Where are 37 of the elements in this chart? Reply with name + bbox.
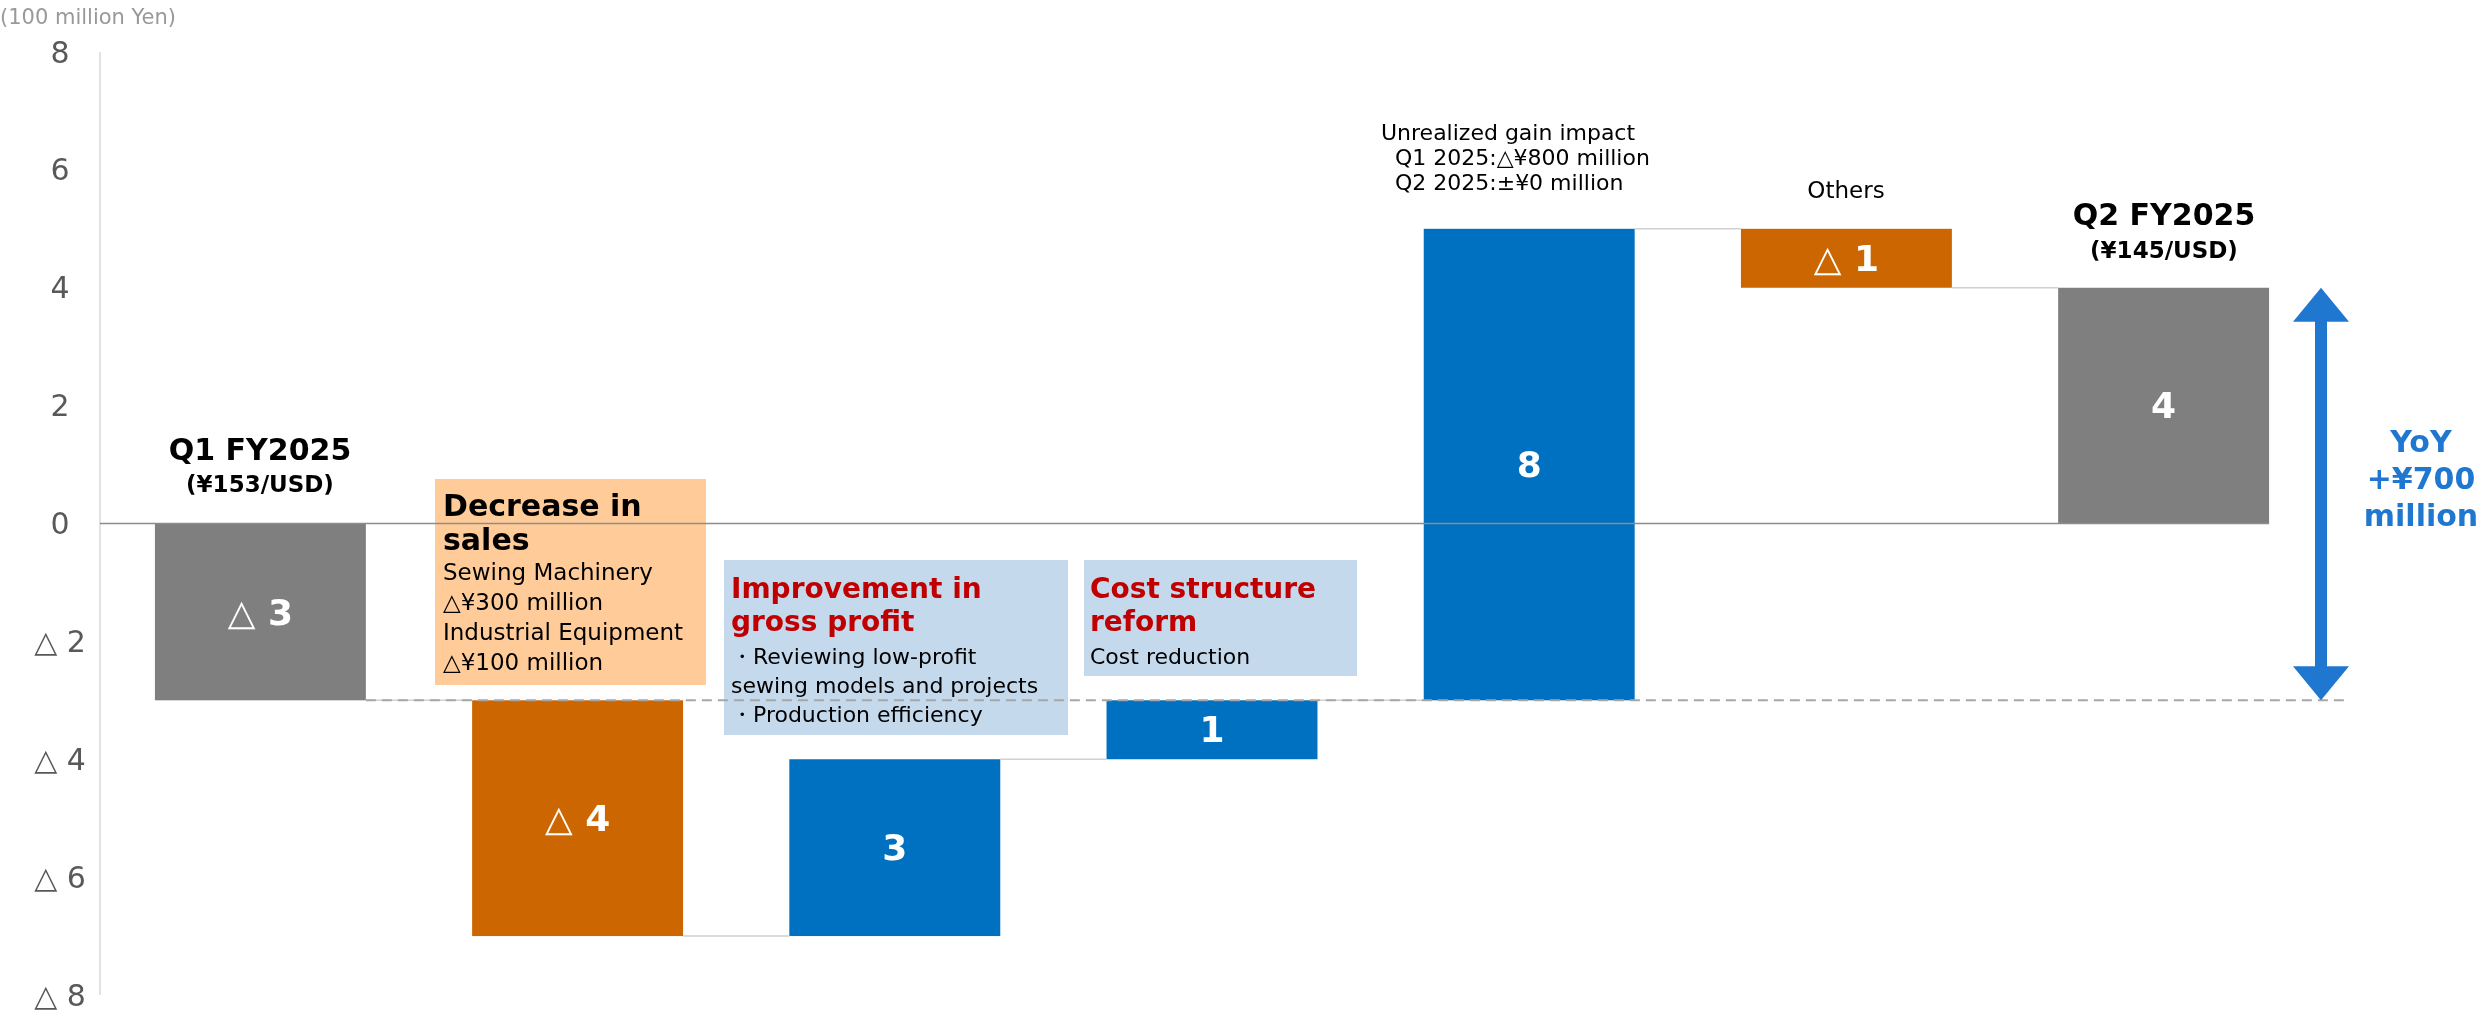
bar xyxy=(789,759,1001,937)
annotation: ・Reviewing low-profit sewing models and projects ・Production efficiency xyxy=(731,644,1039,727)
data-label: △ 1 xyxy=(1813,237,1880,279)
annotation: Cost structure reform xyxy=(1090,572,1317,638)
annotation: Improvement in gross profit xyxy=(731,572,982,638)
annotation: Sewing Machinery △¥300 million Industrial Equipment △¥100 million xyxy=(443,559,684,675)
y-tick-label: 2 xyxy=(50,388,70,424)
annotation: Q2 FY2025 xyxy=(2072,197,2256,232)
data-label: △ 3 xyxy=(227,591,294,633)
y-tick-label: △ 8 xyxy=(34,977,86,1010)
data-label: 4 xyxy=(2151,385,2177,427)
bar xyxy=(472,700,684,937)
annotation: Unrealized gain impact Q1 2025:△¥800 million Q2 2025:±¥0 million xyxy=(1381,120,1650,195)
bar xyxy=(1740,228,1952,288)
y-tick-label: 6 xyxy=(50,152,70,188)
y-tick-label: 4 xyxy=(50,270,70,306)
bar xyxy=(1106,700,1318,760)
data-label: △ 4 xyxy=(544,797,611,839)
y-tick-label: 8 xyxy=(50,34,70,70)
bar xyxy=(1423,228,1635,701)
text: YoY +¥700 million xyxy=(2363,424,2479,533)
y-tick-label: △ 6 xyxy=(34,859,86,895)
y-axis-title: (100 million Yen) xyxy=(0,5,177,29)
annotation: (¥145/USD) xyxy=(2090,237,2238,263)
annotation: Decrease in sales xyxy=(443,488,642,557)
y-tick-label: △ 2 xyxy=(34,623,86,659)
annotation: Cost reduction xyxy=(1090,644,1251,669)
annotation: Others xyxy=(1807,177,1885,203)
data-label: 8 xyxy=(1516,444,1542,486)
bar xyxy=(154,523,366,701)
data-label: 1 xyxy=(1199,709,1225,751)
annotation: (¥153/USD) xyxy=(186,471,334,497)
data-label: 3 xyxy=(882,827,908,869)
bar xyxy=(2058,287,2270,524)
y-tick-label: △ 4 xyxy=(34,741,86,777)
y-tick-label: 0 xyxy=(50,506,70,541)
annotation: Q1 FY2025 xyxy=(168,432,352,467)
